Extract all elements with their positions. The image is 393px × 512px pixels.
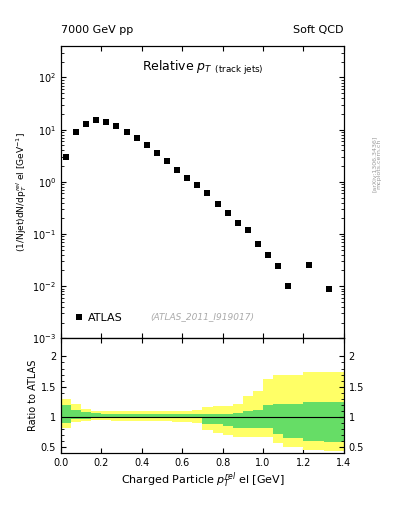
Bar — [324, 372, 344, 451]
Bar — [253, 410, 263, 428]
ATLAS — [145, 142, 149, 148]
Bar — [132, 412, 142, 421]
ATLAS — [114, 123, 119, 130]
Text: Relative $p_T$ $\mathsf{_{(track\ jets)}}$: Relative $p_T$ $\mathsf{_{(track\ jets)}… — [141, 59, 263, 77]
Bar — [91, 411, 101, 420]
Y-axis label: Ratio to ATLAS: Ratio to ATLAS — [28, 360, 38, 432]
ATLAS — [165, 158, 169, 164]
Bar — [222, 414, 233, 426]
Bar — [192, 410, 202, 423]
ATLAS — [266, 252, 270, 258]
Text: (ATLAS_2011_I919017): (ATLAS_2011_I919017) — [151, 312, 254, 321]
Bar — [121, 412, 132, 421]
Text: 7000 GeV pp: 7000 GeV pp — [61, 25, 133, 35]
ATLAS — [175, 167, 180, 173]
ATLAS — [306, 262, 311, 268]
ATLAS — [286, 283, 291, 289]
ATLAS — [124, 129, 129, 135]
Bar — [213, 406, 222, 433]
Bar — [192, 414, 202, 418]
Line: ATLAS: ATLAS — [63, 118, 331, 291]
ATLAS — [74, 129, 79, 135]
Bar — [101, 414, 112, 418]
Bar — [263, 405, 273, 428]
Bar — [273, 375, 283, 443]
ATLAS — [84, 121, 88, 127]
Bar — [61, 405, 71, 423]
Bar — [202, 414, 213, 424]
Bar — [152, 412, 162, 421]
Bar — [324, 402, 344, 442]
Bar — [233, 403, 243, 437]
Text: Soft QCD: Soft QCD — [294, 25, 344, 35]
Bar — [243, 396, 253, 437]
ATLAS — [195, 182, 200, 188]
Bar — [283, 375, 303, 447]
ATLAS — [225, 210, 230, 216]
Bar — [303, 402, 324, 441]
Bar — [222, 406, 233, 435]
Bar — [91, 413, 101, 418]
Bar — [202, 407, 213, 430]
Bar — [182, 411, 192, 422]
Bar — [283, 403, 303, 438]
Bar — [61, 399, 71, 428]
Bar — [101, 412, 112, 420]
Bar — [71, 410, 81, 419]
Text: [arXiv:1306.3436]: [arXiv:1306.3436] — [372, 136, 376, 192]
Bar — [162, 412, 172, 421]
ATLAS — [255, 241, 260, 247]
Bar — [172, 414, 182, 418]
Bar — [142, 414, 152, 418]
ATLAS — [185, 175, 189, 181]
Bar — [162, 414, 172, 418]
Bar — [233, 413, 243, 428]
ATLAS — [134, 135, 139, 141]
X-axis label: Charged Particle $p^{rel}_T$ el [GeV]: Charged Particle $p^{rel}_T$ el [GeV] — [121, 471, 284, 490]
Legend: ATLAS: ATLAS — [72, 308, 127, 327]
Bar — [112, 412, 121, 421]
Bar — [303, 372, 324, 450]
Text: mcplots.cern.ch: mcplots.cern.ch — [377, 139, 382, 189]
ATLAS — [215, 201, 220, 207]
Bar — [213, 414, 222, 424]
ATLAS — [246, 227, 250, 233]
ATLAS — [64, 154, 68, 160]
ATLAS — [94, 117, 99, 123]
Bar — [243, 412, 253, 428]
ATLAS — [326, 286, 331, 292]
ATLAS — [154, 151, 159, 157]
Bar — [182, 414, 192, 418]
Bar — [152, 414, 162, 418]
Bar — [112, 414, 121, 418]
Bar — [71, 403, 81, 422]
Bar — [132, 414, 142, 418]
ATLAS — [276, 263, 281, 269]
Bar — [81, 409, 91, 421]
Y-axis label: (1/Njet)dN/dp$^{rel}_T$ el [GeV$^{-1}$]: (1/Njet)dN/dp$^{rel}_T$ el [GeV$^{-1}$] — [15, 132, 29, 252]
Bar — [172, 412, 182, 422]
Bar — [273, 403, 283, 434]
ATLAS — [235, 220, 240, 226]
ATLAS — [104, 119, 109, 125]
Bar — [121, 414, 132, 418]
ATLAS — [205, 190, 210, 197]
Bar — [263, 379, 273, 437]
Bar — [253, 392, 263, 437]
Bar — [142, 412, 152, 421]
Bar — [81, 412, 91, 419]
